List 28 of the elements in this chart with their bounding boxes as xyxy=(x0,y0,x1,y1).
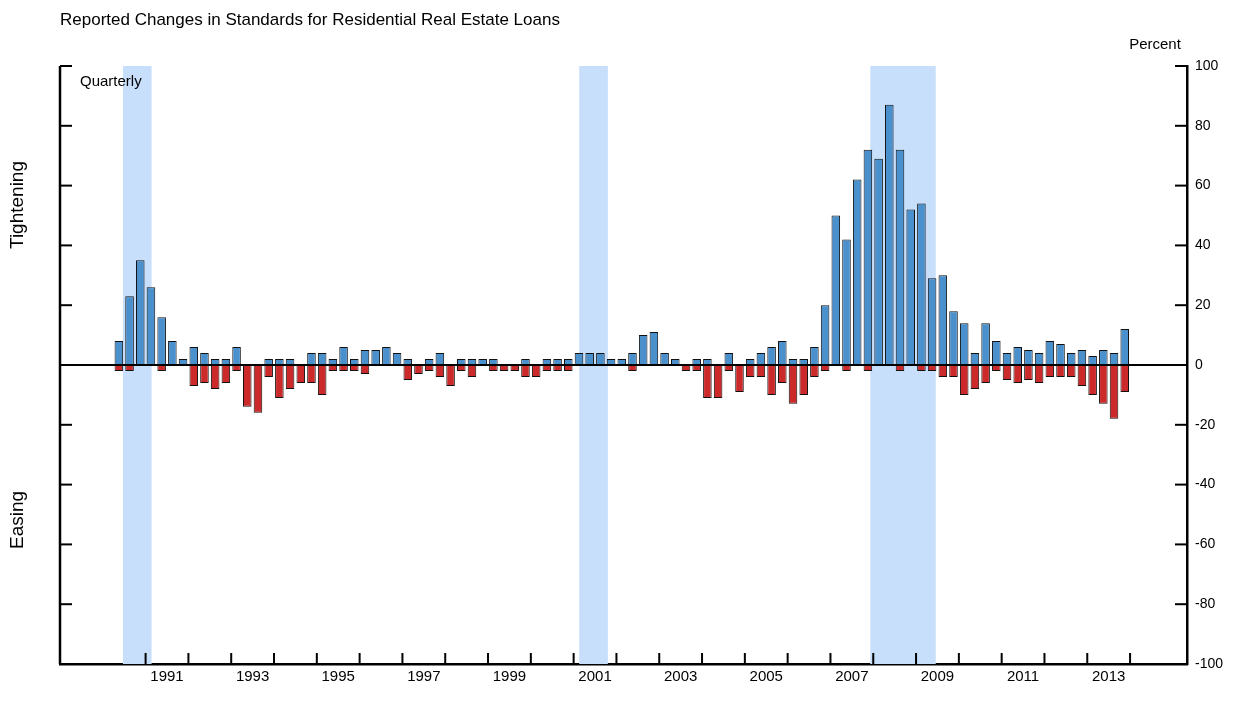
y-axis-title: Percent xyxy=(1129,35,1182,53)
x-tick-label: 2013 xyxy=(1091,667,1126,685)
annotation: Quarterly xyxy=(80,72,143,90)
y-tick-label: 60 xyxy=(1195,176,1211,193)
text: Tightening xyxy=(6,160,28,250)
x-tick-label: 2011 xyxy=(1006,667,1040,685)
x-tick-label: 1995 xyxy=(321,667,355,685)
y-tick-label: -40 xyxy=(1195,475,1216,492)
y-tick-label: -100 xyxy=(1195,654,1224,671)
y-tick-label: 40 xyxy=(1195,236,1211,253)
x-tick-label: 1991 xyxy=(150,667,184,685)
x-tick-label: 1999 xyxy=(492,667,527,685)
x-tick-label: 1997 xyxy=(407,667,441,685)
chart-title: Reported Changes in Standards for Residential Real Estate Loans xyxy=(60,9,560,29)
y-tick-label: 80 xyxy=(1195,116,1211,133)
y-tick-label: -60 xyxy=(1195,535,1216,552)
x-tick-label: 2007 xyxy=(835,667,869,685)
y-tick-label: 20 xyxy=(1195,296,1211,313)
x-tick-label: 2005 xyxy=(749,667,783,685)
y-tick-label: 100 xyxy=(1195,56,1219,73)
text: Easing xyxy=(6,490,28,550)
y-tick-label: 0 xyxy=(1195,355,1203,372)
x-tick-label: 2009 xyxy=(920,667,955,685)
x-tick-label: 2003 xyxy=(663,667,698,685)
y-tick-label: -20 xyxy=(1195,415,1216,432)
x-tick-label: 1993 xyxy=(235,667,270,685)
x-tick-label: 2001 xyxy=(578,667,612,685)
y-tick-label: -80 xyxy=(1195,595,1216,612)
